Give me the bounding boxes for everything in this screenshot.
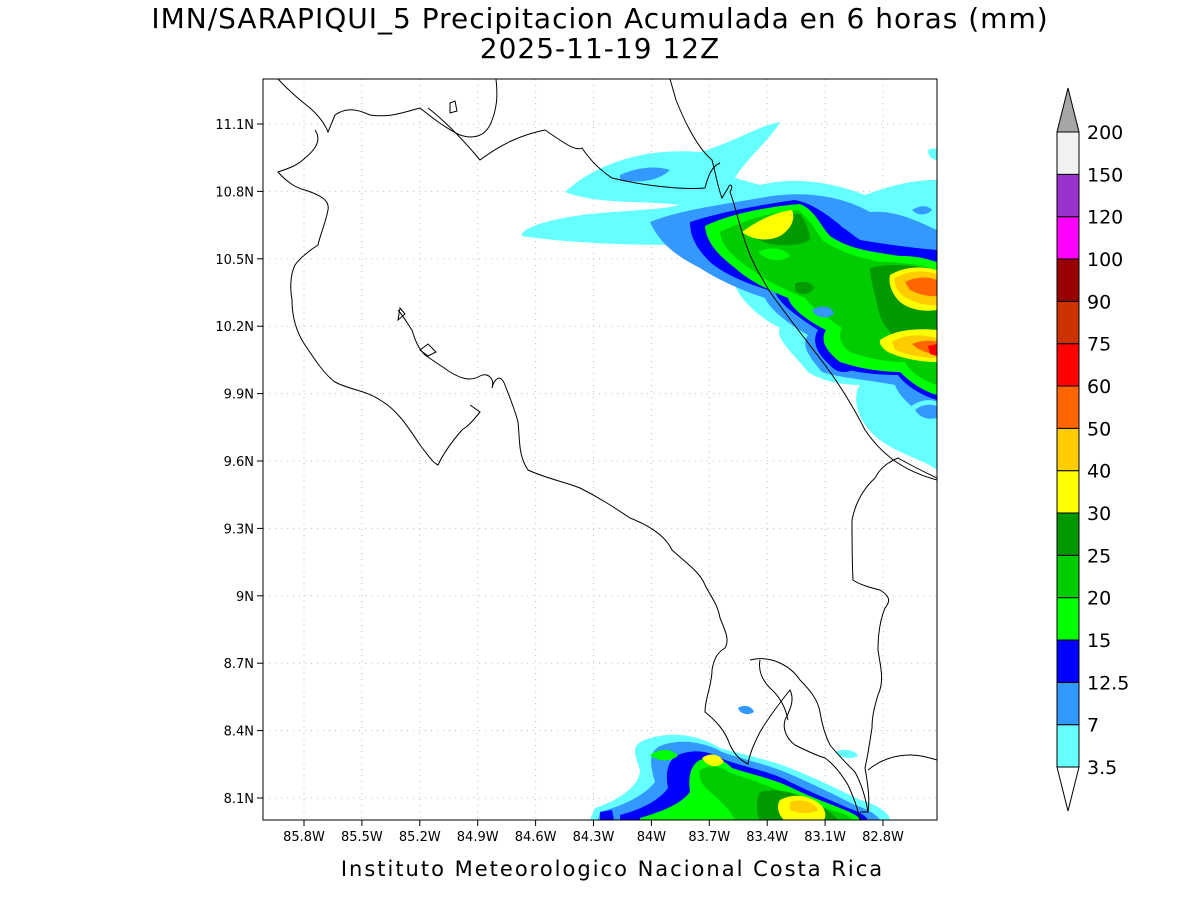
lon-tick-label: 84.6W [515,830,557,845]
map-title: IMN/SARAPIQUI_5 Precipitacion Acumulada … [151,2,1049,35]
longitude-axis: 85.8W 85.5W 85.2W 84.9W 84.6W 84.3W 84W 83.7W 83… [283,820,904,845]
colorbar-label: 150 [1087,164,1123,186]
precip-south-band [590,705,890,820]
colorbar-over-arrow [1056,87,1080,133]
footer-credit: Instituto Meteorologico Nacional Costa R… [340,857,885,881]
colorbar-swatch [1056,597,1080,641]
lat-tick-label: 11.1N [215,118,254,133]
lon-tick-label: 85.8W [283,830,325,845]
lon-tick-label: 84.9W [457,830,499,845]
colorbar-under-arrow [1056,766,1080,812]
lon-tick-label: 83.7W [688,830,730,845]
lon-tick-label: 84W [637,830,667,845]
lat-tick-label: 10.2N [215,320,254,335]
colorbar-label: 200 [1087,122,1123,144]
colorbar-label: 30 [1087,503,1111,525]
lon-tick-label: 85.2W [399,830,441,845]
lon-tick-label: 83.1W [804,830,846,845]
lat-tick-label: 8.1N [224,792,254,807]
colorbar-swatch [1056,427,1080,472]
colorbar-label: 15 [1087,630,1111,652]
colorbar-swatch [1056,385,1080,429]
colorbar-label: 40 [1087,461,1111,483]
lat-tick-label: 10.5N [215,253,254,268]
colorbar-label: 25 [1087,545,1111,567]
colorbar-swatch [1056,512,1080,556]
lat-tick-label: 9.9N [224,388,254,403]
colorbar-swatch [1056,639,1080,683]
colorbar-label: 75 [1087,334,1111,356]
colorbar-label: 120 [1087,207,1123,229]
map-frame [262,78,938,821]
lat-tick-label: 9N [236,590,254,605]
lon-tick-label: 85.5W [341,830,383,845]
latitude-axis: 11.1N 10.8N 10.5N 10.2N 9.9N 9.6N 9.3N 9N 8.7N 8.… [215,118,263,807]
colorbar-swatch [1056,681,1080,726]
lat-tick-label: 8.4N [224,725,254,740]
colorbar-swatch [1056,724,1080,768]
colorbar: 3.5 7 12.5 15 20 25 30 40 50 60 75 90 100 120 150 200 [1056,87,1129,812]
colorbar-swatch [1056,131,1080,175]
colorbar-swatch [1056,216,1080,260]
colorbar-label: 90 [1087,291,1111,313]
lat-tick-label: 10.8N [215,185,254,200]
colorbar-swatch [1056,258,1080,302]
colorbar-label: 100 [1087,249,1123,271]
lon-tick-label: 82.8W [862,830,904,845]
colorbar-swatch [1056,300,1080,345]
lon-tick-label: 83.4W [746,830,788,845]
lon-tick-label: 84.3W [573,830,615,845]
colorbar-label: 50 [1087,418,1111,440]
colorbar-swatch [1056,470,1080,514]
colorbar-label: 60 [1087,376,1111,398]
coastlines [277,79,937,820]
lat-tick-label: 8.7N [224,657,254,672]
colorbar-label: 12.5 [1087,672,1129,694]
lat-tick-label: 9.6N [224,455,254,470]
precipitation-field [521,122,937,820]
colorbar-label: 20 [1087,588,1111,610]
colorbar-label: 3.5 [1087,757,1117,779]
colorbar-swatch [1056,343,1080,387]
map-subtitle: 2025-11-19 12Z [479,32,721,65]
colorbar-label: 7 [1087,715,1099,737]
colorbar-swatch [1056,554,1080,599]
lat-tick-label: 9.3N [224,522,254,537]
precip-north-band [521,122,937,470]
colorbar-swatch [1056,173,1080,218]
